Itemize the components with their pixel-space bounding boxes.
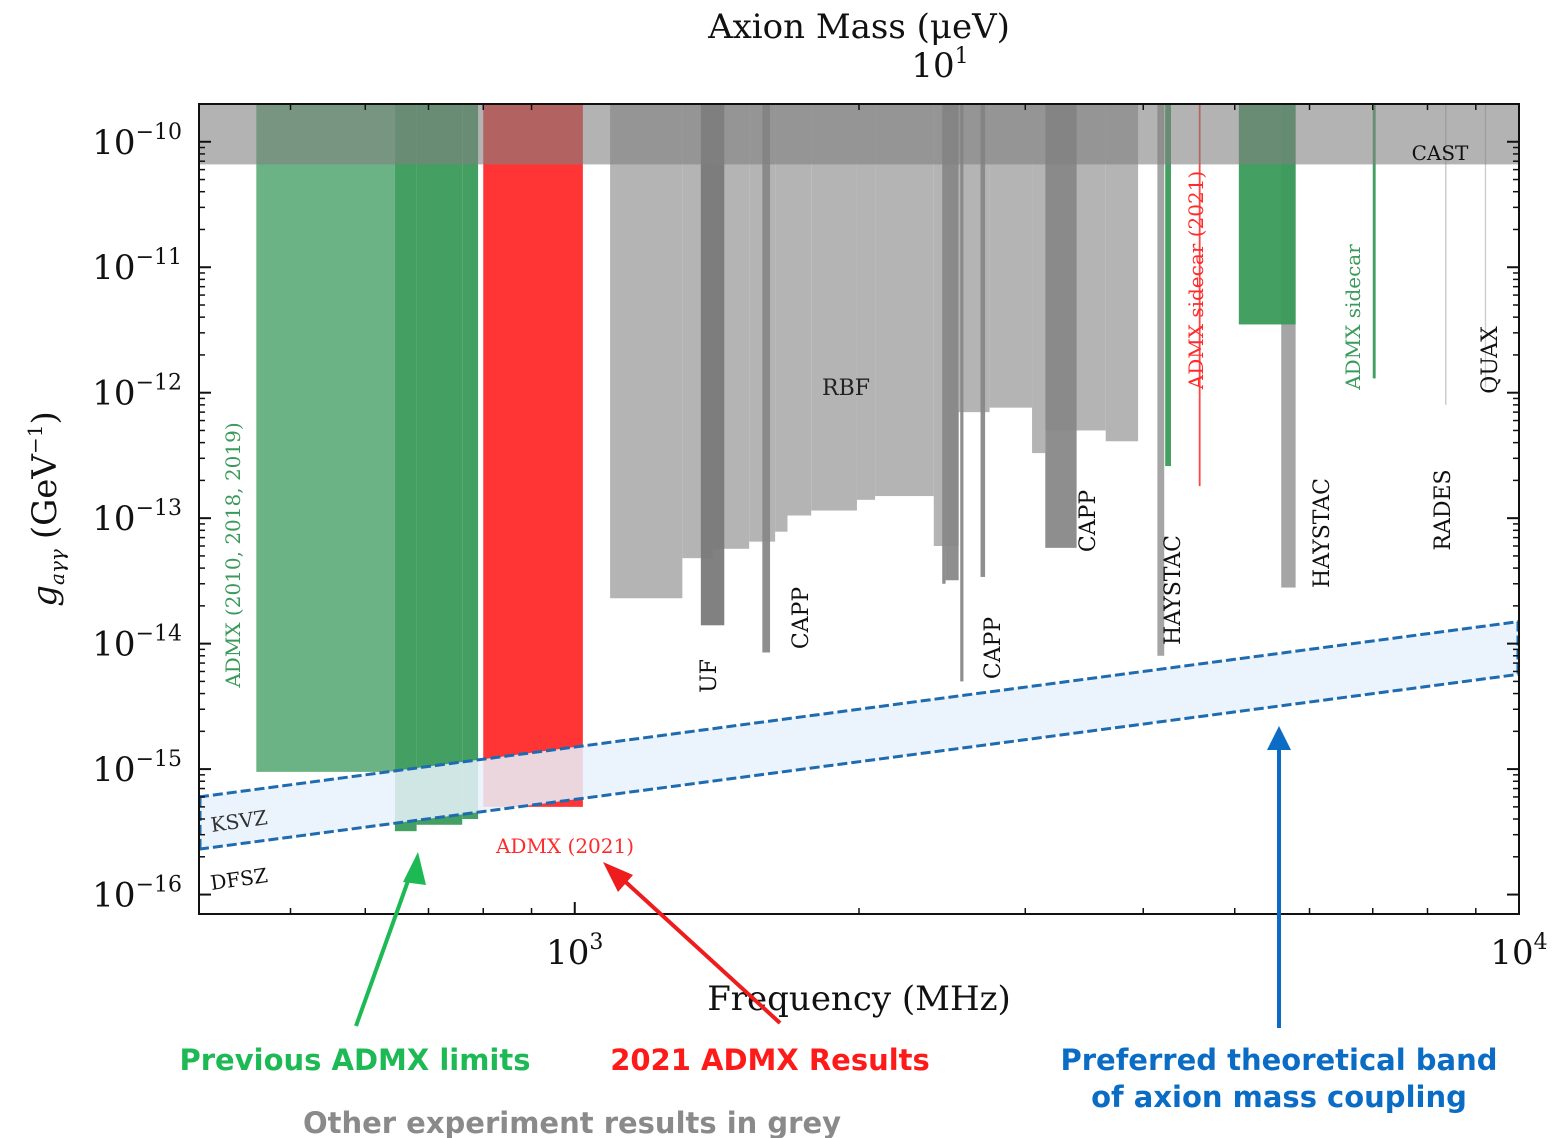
capp-region-4: [980, 104, 986, 577]
region-label-capp: CAPP: [789, 587, 814, 650]
region-label-rades: RADES: [1431, 469, 1456, 550]
y-tick-label-1: 10−11: [92, 245, 182, 288]
dfsz-label: DFSZ: [209, 863, 269, 895]
cast-limit: [199, 104, 1519, 165]
admx-2010-2018-2019-region-1: [394, 104, 417, 832]
admx-2010-2018-2019-region-0: [256, 104, 395, 772]
region-label-admx-2010-2018-2019: ADMX (2010, 2018, 2019): [221, 422, 245, 688]
top-axis-title: Axion Mass (μeV): [707, 7, 1010, 47]
results-annotation: 2021 ADMX Results: [610, 1043, 930, 1077]
rbf-region-12: [1032, 104, 1046, 454]
region-label-rbf: RBF: [822, 376, 870, 401]
previous-admx-arrowhead: [403, 852, 426, 885]
cast-region: [199, 104, 1519, 165]
band-fill: [199, 621, 1519, 850]
band-annotation-line1: Preferred theoretical band: [1060, 1043, 1497, 1077]
region-label-haystac: HAYSTAC: [1161, 535, 1186, 645]
admx-2010-2018-2019-region-3: [462, 104, 479, 820]
previous-admx-arrow: [354, 866, 415, 1027]
admx-sidecar-region-2: [1372, 104, 1376, 379]
cast-label: CAST: [1412, 141, 1469, 165]
x-tick-label-0: 103: [546, 930, 603, 973]
grey-annotation: Other experiment results in grey: [303, 1106, 841, 1138]
capp-region-0: [762, 104, 771, 653]
capp-region-5: [1045, 104, 1077, 548]
axis-ticks: 10−10 10−11 10−12 10−13 10−14 10−15 10−16 103 10…: [92, 103, 1548, 973]
x-axis-label: Frequency (MHz): [707, 979, 1011, 1019]
x-tick-label-1: 104: [1490, 930, 1547, 973]
admx-2021-region-0: [483, 104, 583, 807]
rbf-region-5: [787, 104, 812, 516]
region-label-capp: CAPP: [1076, 490, 1101, 553]
band-annotation-line2: of axion mass coupling: [1091, 1080, 1467, 1114]
y-tick-label-4: 10−14: [92, 622, 182, 665]
rbf-region-4: [775, 104, 788, 532]
quax-region-0: [1484, 104, 1487, 388]
rades-region-0: [1445, 104, 1447, 405]
capp-region-2: [945, 104, 959, 581]
admx-2010-2018-2019-region-2: [416, 104, 463, 825]
rbf-region-6: [811, 104, 857, 511]
capp-region-3: [960, 104, 964, 682]
y-tick-label-6: 10−16: [92, 873, 182, 916]
results-arrowhead: [603, 862, 633, 892]
y-tick-label-3: 10−13: [92, 496, 182, 539]
rbf-region-7: [856, 104, 876, 500]
capp-region-1: [942, 104, 946, 584]
region-label-haystac: HAYSTAC: [1310, 478, 1335, 588]
region-label-admx-sidecar-2021: ADMX sidecar (2021): [1184, 171, 1208, 390]
y-tick-label-2: 10−12: [92, 371, 182, 414]
y-tick-label-5: 10−15: [92, 747, 182, 790]
y-axis-label: gaγγ(GeV−1): [23, 411, 69, 606]
rbf-region-3: [749, 104, 776, 542]
rbf-region-8: [875, 104, 934, 497]
band-upper-edge: [199, 620, 1519, 799]
admx-sidecar-2021-region-0: [1198, 104, 1201, 487]
region-label-capp: CAPP: [981, 617, 1006, 680]
previous-admx-annotation: Previous ADMX limits: [180, 1043, 531, 1077]
uf-region-0: [700, 104, 725, 626]
band-lower-edge: [199, 672, 1519, 851]
band-arrowhead: [1267, 726, 1291, 750]
top-axis-tick-label: 101: [911, 44, 968, 86]
haystac-region-0: [1157, 104, 1165, 656]
region-label-admx-2021: ADMX (2021): [495, 834, 634, 858]
y-tick-label-0: 10−10: [92, 120, 182, 163]
results-arrow: [616, 873, 782, 1025]
rbf-region-0: [610, 104, 683, 599]
region-label-admx-sidecar: ADMX sidecar: [1341, 244, 1365, 391]
region-label-quax: QUAX: [1478, 326, 1503, 394]
region-label-uf: UF: [697, 659, 722, 693]
admx-sidecar-region-0: [1165, 104, 1171, 467]
